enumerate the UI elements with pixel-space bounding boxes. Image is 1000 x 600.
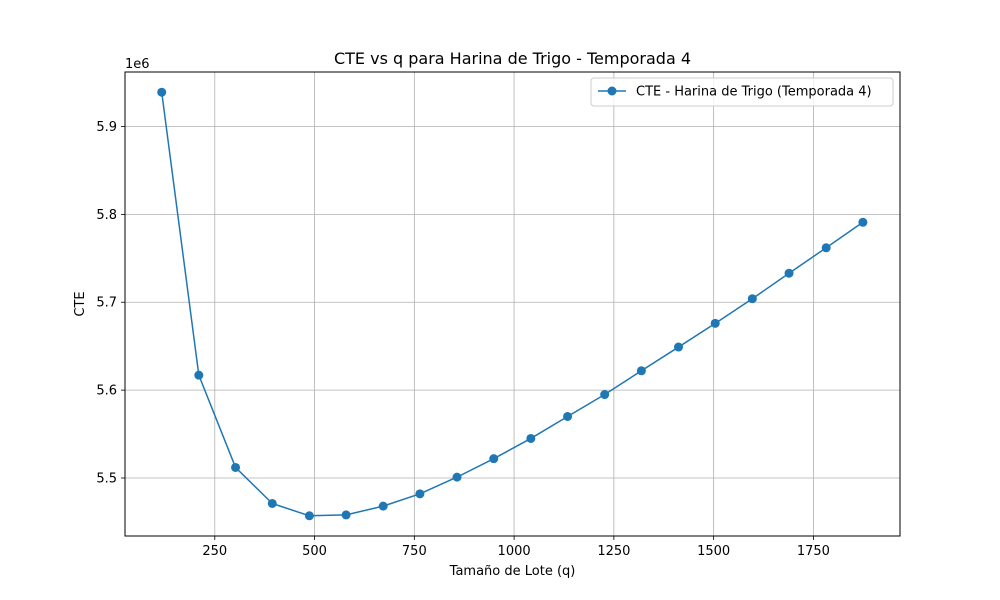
data-point: [563, 411, 573, 421]
y-tick-label: 5.9: [96, 120, 117, 135]
x-tick-label: 500: [302, 544, 327, 559]
data-point: [858, 217, 868, 227]
data-point: [821, 243, 831, 253]
legend: CTE - Harina de Trigo (Temporada 4): [590, 77, 894, 107]
tick-layer: 250 500 750 1000 1250 1500 1750 5.5 5.6 5.7 5.8 5.9: [96, 120, 830, 559]
data-point: [636, 366, 646, 376]
plot-frame: [124, 71, 901, 537]
data-point: [747, 294, 757, 304]
data-point: [784, 268, 794, 278]
data-point: [415, 489, 425, 499]
y-tick-label: 5.5: [96, 472, 117, 487]
legend-box: [590, 77, 894, 107]
data-point: [341, 510, 351, 520]
data-point: [600, 390, 610, 400]
data-point: [194, 370, 204, 380]
x-tick-label: 1000: [498, 544, 531, 559]
series-line: [160, 92, 864, 517]
data-point: [231, 462, 241, 472]
y-offset-label: 1e6: [125, 57, 150, 72]
data-point: [378, 501, 388, 511]
y-axis-label: CTE: [73, 291, 88, 316]
x-tick-label: 1750: [797, 544, 830, 559]
y-tick-label: 5.7: [96, 296, 117, 311]
chart-title: CTE vs q para Harina de Trigo - Temporad…: [334, 49, 691, 68]
y-tick-label: 5.8: [96, 208, 117, 223]
data-point: [489, 454, 499, 464]
data-point: [710, 318, 720, 328]
x-tick-label: 1250: [597, 544, 630, 559]
legend-marker: [607, 86, 617, 96]
data-point: [526, 433, 536, 443]
legend-entry-label: CTE - Harina de Trigo (Temporada 4): [636, 85, 872, 100]
grid: [125, 72, 900, 536]
data-point: [157, 87, 167, 97]
x-tick-label: 250: [202, 544, 227, 559]
series-layer: [157, 87, 868, 521]
data-point: [267, 498, 277, 508]
data-point: [304, 511, 314, 521]
x-tick-label: 1500: [697, 544, 730, 559]
y-tick-label: 5.6: [96, 384, 117, 399]
x-axis-label: Tamaño de Lote (q): [449, 564, 576, 579]
data-point: [674, 342, 684, 352]
x-tick-label: 750: [402, 544, 427, 559]
data-point: [452, 472, 462, 482]
